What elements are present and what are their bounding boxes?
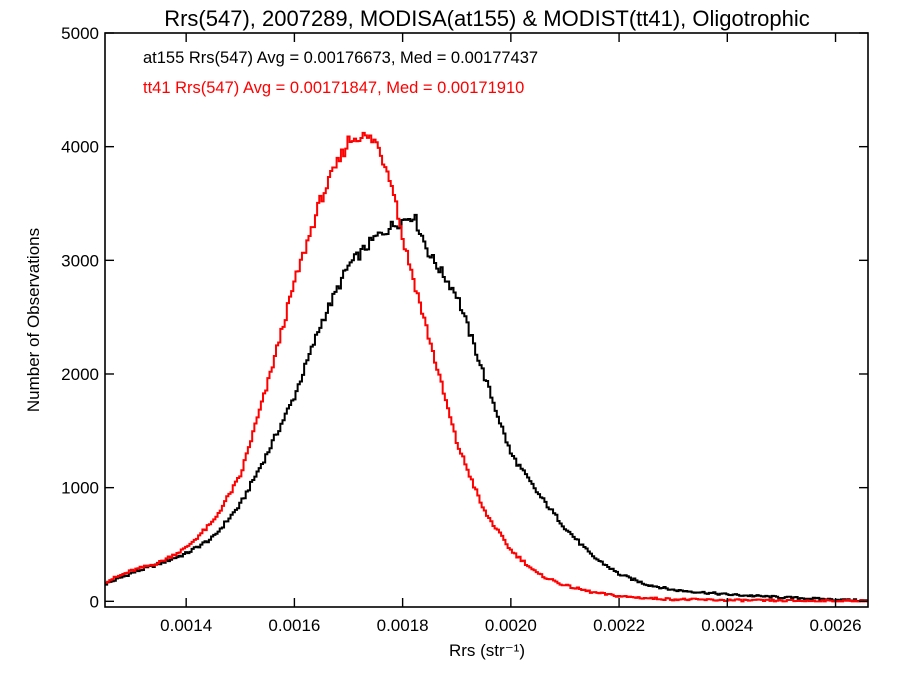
x-tick-label: 0.0026 (810, 616, 862, 635)
y-tick-label: 3000 (61, 251, 99, 270)
x-axis-label: Rrs (str⁻¹) (449, 641, 525, 660)
x-tick-label: 0.0016 (268, 616, 320, 635)
plot-frame (104, 32, 869, 608)
series-line-1 (105, 131, 868, 603)
series-layer (105, 131, 868, 603)
ticks-layer: 0.0014 0.0016 0.0018 0.0020 0.0022 0.0024 0.00… (61, 24, 868, 635)
chart-title: Rrs(547), 2007289, MODISA(at155) & MODIS… (164, 6, 810, 31)
y-tick-label: 4000 (61, 138, 99, 157)
y-tick-label: 5000 (61, 24, 99, 43)
x-tick-label: 0.0024 (701, 616, 753, 635)
x-tick-label: 0.0022 (593, 616, 645, 635)
annotation-tt41: tt41 Rrs(547) Avg = 0.00171847, Med = 0.… (143, 79, 524, 97)
series-line-0 (105, 213, 868, 603)
annotation-at155: at155 Rrs(547) Avg = 0.00176673, Med = 0… (143, 49, 538, 67)
x-tick-label: 0.0018 (377, 616, 429, 635)
y-tick-label: 0 (90, 592, 99, 611)
y-tick-label: 2000 (61, 365, 99, 384)
x-tick-label: 0.0020 (485, 616, 537, 635)
x-tick-label: 0.0014 (160, 616, 212, 635)
y-tick-label: 1000 (61, 479, 99, 498)
y-axis-label: Number of Observations (24, 228, 43, 412)
